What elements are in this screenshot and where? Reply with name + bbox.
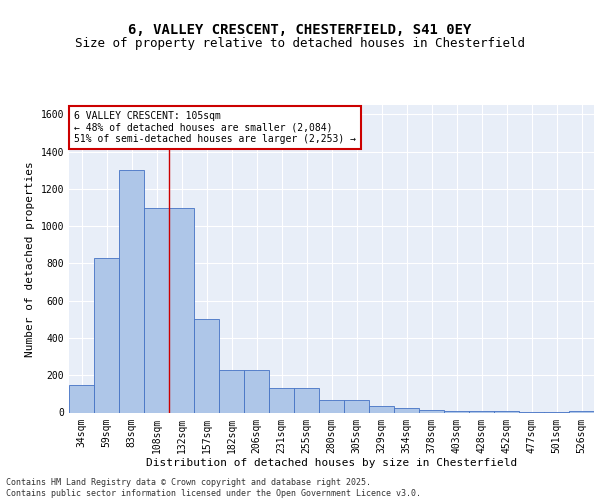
Bar <box>144 208 169 412</box>
Bar <box>169 208 194 412</box>
Y-axis label: Number of detached properties: Number of detached properties <box>25 161 35 356</box>
Bar <box>494 411 519 412</box>
Bar <box>444 410 469 412</box>
Bar <box>469 410 494 412</box>
X-axis label: Distribution of detached houses by size in Chesterfield: Distribution of detached houses by size … <box>146 458 517 468</box>
Bar <box>94 258 119 412</box>
Bar <box>569 411 594 412</box>
Bar <box>394 408 419 412</box>
Text: Contains HM Land Registry data © Crown copyright and database right 2025.
Contai: Contains HM Land Registry data © Crown c… <box>6 478 421 498</box>
Text: Size of property relative to detached houses in Chesterfield: Size of property relative to detached ho… <box>75 38 525 51</box>
Bar <box>269 388 294 412</box>
Bar <box>69 384 94 412</box>
Bar <box>119 170 144 412</box>
Bar <box>294 388 319 412</box>
Bar <box>194 320 219 412</box>
Bar <box>344 400 369 412</box>
Bar <box>244 370 269 412</box>
Text: 6 VALLEY CRESCENT: 105sqm
← 48% of detached houses are smaller (2,084)
51% of se: 6 VALLEY CRESCENT: 105sqm ← 48% of detac… <box>74 111 356 144</box>
Bar <box>419 410 444 412</box>
Bar <box>219 370 244 412</box>
Text: 6, VALLEY CRESCENT, CHESTERFIELD, S41 0EY: 6, VALLEY CRESCENT, CHESTERFIELD, S41 0E… <box>128 22 472 36</box>
Bar <box>319 400 344 412</box>
Bar <box>369 406 394 412</box>
